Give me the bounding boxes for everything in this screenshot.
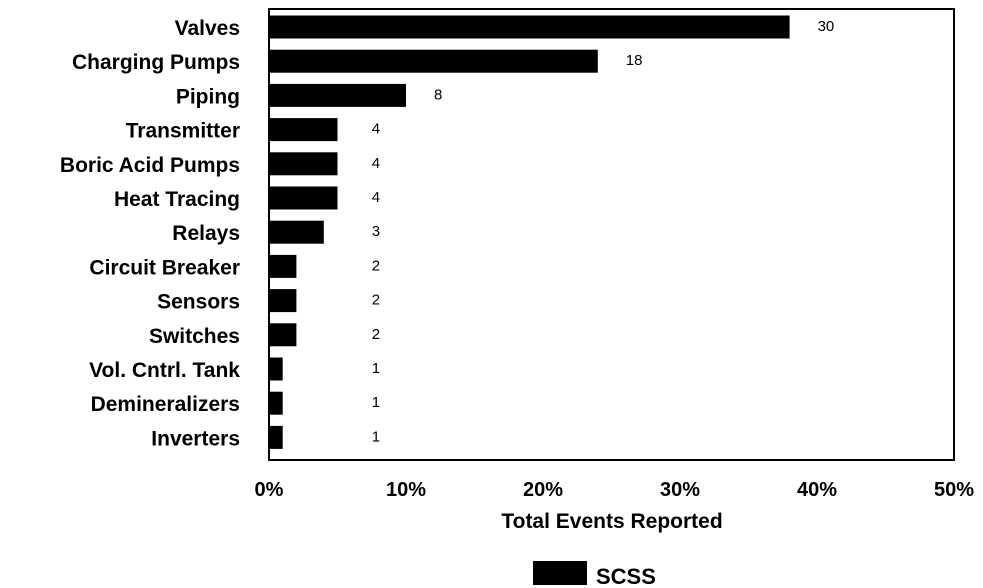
bars-group <box>270 15 790 449</box>
category-label: Vol. Cntrl. Tank <box>89 359 240 382</box>
data-label: 30 <box>818 18 835 35</box>
x-tick-label: 0% <box>255 479 284 501</box>
category-label: Boric Acid Pumps <box>60 154 240 177</box>
bar <box>270 425 283 449</box>
x-axis-ticks: 0% 10% 20% 30% 40% 50% <box>255 479 975 501</box>
category-label: Piping <box>176 85 240 108</box>
x-tick-label: 20% <box>523 479 563 501</box>
x-axis-title: Total Events Reported <box>501 510 722 533</box>
category-label: Circuit Breaker <box>89 256 240 279</box>
category-labels: Valves Charging Pumps Piping Transmitter Bor… <box>60 17 240 450</box>
bar <box>270 323 297 347</box>
data-label: 4 <box>372 121 380 138</box>
category-label: Charging Pumps <box>72 51 240 74</box>
bar <box>270 152 338 176</box>
bar <box>270 289 297 313</box>
data-label: 4 <box>372 155 380 172</box>
legend-label: SCSS <box>596 564 656 588</box>
category-label: Inverters <box>151 427 240 450</box>
category-label: Relays <box>172 222 240 245</box>
x-tick-label: 10% <box>386 479 426 501</box>
x-tick-label: 30% <box>660 479 700 501</box>
data-label: 1 <box>372 394 380 411</box>
data-label: 1 <box>372 428 380 445</box>
bar <box>270 186 338 210</box>
bar <box>270 15 790 39</box>
category-label: Switches <box>149 325 240 348</box>
bar <box>270 254 297 278</box>
category-label: Sensors <box>157 291 240 314</box>
data-label: 4 <box>372 189 380 206</box>
data-label: 8 <box>434 86 442 103</box>
x-tick-label: 40% <box>797 479 837 501</box>
data-label: 2 <box>372 326 380 343</box>
legend-swatch <box>533 561 587 585</box>
category-label: Demineralizers <box>91 393 240 416</box>
data-label: 2 <box>372 292 380 309</box>
x-tick-label: 50% <box>934 479 974 501</box>
bar <box>270 357 283 381</box>
bar <box>270 220 324 244</box>
data-label: 2 <box>372 257 380 274</box>
plot-frame <box>268 8 955 461</box>
legend: SCSS <box>533 561 656 588</box>
bar <box>270 83 406 107</box>
data-label: 1 <box>372 360 380 377</box>
data-label: 3 <box>372 223 380 240</box>
bar <box>270 118 338 142</box>
category-label: Valves <box>175 17 240 40</box>
bar <box>270 49 598 73</box>
category-label: Heat Tracing <box>114 188 240 211</box>
data-labels: 30 18 8 4 4 4 3 2 2 2 1 1 1 <box>372 18 835 445</box>
data-label: 18 <box>626 52 643 69</box>
bar <box>270 391 283 415</box>
category-label: Transmitter <box>126 120 240 143</box>
